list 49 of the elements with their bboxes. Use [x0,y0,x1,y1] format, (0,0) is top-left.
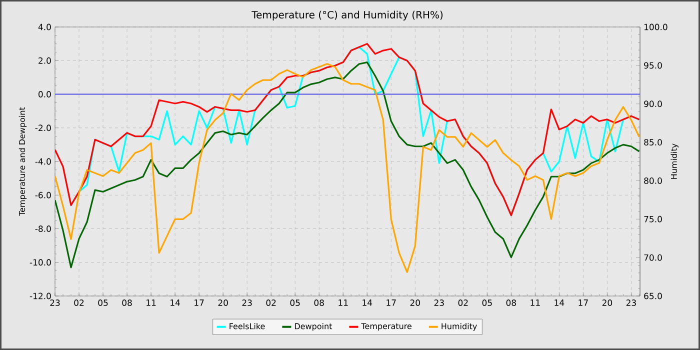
x-tick-label: 23 [242,300,252,306]
x-tick-label: 14 [554,300,564,306]
x-tick-label: 11 [338,300,348,306]
y-tick-label: -10.0 [30,259,51,266]
x-tick-label: 02 [266,300,276,306]
x-tick-label: 20 [218,300,228,306]
legend-label: Temperature [361,323,412,331]
y-tick-label: -2.0 [35,124,51,132]
y-tick-label: -6.0 [35,192,51,198]
x-tick-label: 05 [98,300,108,306]
x-tick-label: 08 [506,300,516,306]
y2-tick-label: 90.0 [644,100,662,108]
x-tick-label: 02 [74,300,84,306]
y-tick-label: -8.0 [35,226,51,232]
legend-label: Humidity [442,323,477,331]
y-tick-label: 4.0 [38,24,51,30]
x-tick-label: 05 [290,300,300,306]
x-tick-label: 23 [434,300,444,306]
y-tick-label: -4.0 [35,158,51,165]
x-tick-label: 23 [626,300,636,306]
legend-label: FeelsLike [230,323,265,330]
y2-tick-label: 85.0 [644,139,662,146]
x-tick-label: 20 [602,300,612,306]
x-tick-label: 14 [170,300,180,306]
x-tick-label: 08 [314,300,324,306]
x-tick-label: 11 [530,300,540,306]
x-tick-label: 14 [362,300,372,306]
x-tick-label: 05 [482,300,492,306]
chart-title: Temperature (°C) and Humidity (RH%) [252,10,443,20]
legend-label: Dewpoint [294,323,332,331]
x-tick-label: 02 [458,300,468,306]
x-tick-label: 20 [410,300,420,306]
x-tick-label: 17 [578,300,588,306]
x-tick-label: 17 [194,300,204,306]
y2-tick-label: 70.0 [644,254,662,261]
y2-tick-label: 65.0 [644,292,662,300]
x-tick-label: 08 [122,300,132,306]
x-tick-label: 23 [50,300,60,306]
x-tick-label: 11 [146,300,156,306]
y2-tick-label: 75.0 [644,216,662,222]
y2-tick-label: 100.0 [644,24,668,30]
y-tick-label: 0.0 [38,91,51,98]
y2-tick-label: 80.0 [644,178,662,184]
y2-tick-label: 95.0 [644,62,662,69]
y-axis-title: Temperature and Dewpoint [18,107,27,216]
y2-axis-title: Humidity [670,144,678,179]
x-tick-label: 17 [386,300,396,306]
y-tick-label: 2.0 [38,57,51,64]
y-tick-label: -12.0 [30,292,51,300]
